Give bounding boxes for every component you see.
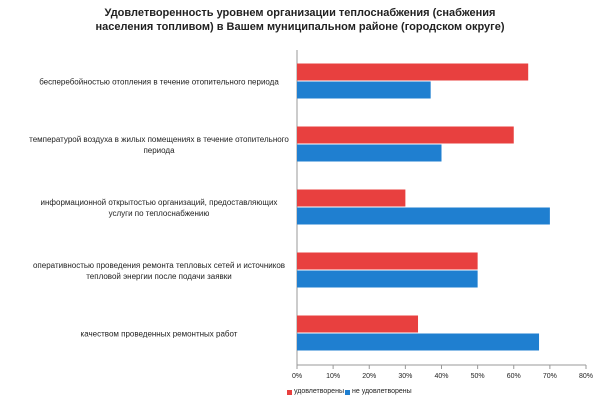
bar — [297, 126, 514, 144]
bar — [297, 207, 550, 225]
legend-swatch — [287, 390, 292, 395]
x-tick-label: 30% — [398, 373, 413, 380]
x-tick-label: 60% — [506, 373, 521, 380]
legend-label: удовлетворены — [294, 388, 344, 395]
x-tick-label: 40% — [434, 373, 449, 380]
x-tick-label: 0% — [291, 373, 303, 380]
y-tick-label: информационной открытостью организаций, … — [40, 197, 278, 218]
x-tick-label: 50% — [470, 373, 485, 380]
y-tick-label: температурой воздуха в жилых помещениях … — [29, 134, 289, 155]
x-tick-label: 70% — [542, 373, 557, 380]
y-tick-label: качеством проведенных ремонтных работ — [80, 329, 238, 338]
bar — [297, 81, 431, 99]
x-tick-label: 10% — [326, 373, 341, 380]
x-tick-label: 80% — [578, 373, 594, 380]
y-tick-label: бесперебойностью отопления в течение ото… — [39, 77, 279, 86]
bar — [297, 270, 478, 288]
legend-label: не удовлетворены — [352, 388, 412, 395]
bar — [297, 144, 442, 162]
legend-swatch — [345, 390, 350, 395]
bar — [297, 333, 540, 351]
x-tick-label: 20% — [362, 373, 377, 380]
bar — [297, 252, 478, 270]
bar — [297, 189, 406, 207]
y-tick-label: оперативностью проведения ремонта теплов… — [32, 260, 286, 281]
bar — [297, 315, 419, 333]
bar — [297, 63, 529, 81]
chart-title: Удовлетворенность уровнем организации те… — [95, 7, 505, 33]
